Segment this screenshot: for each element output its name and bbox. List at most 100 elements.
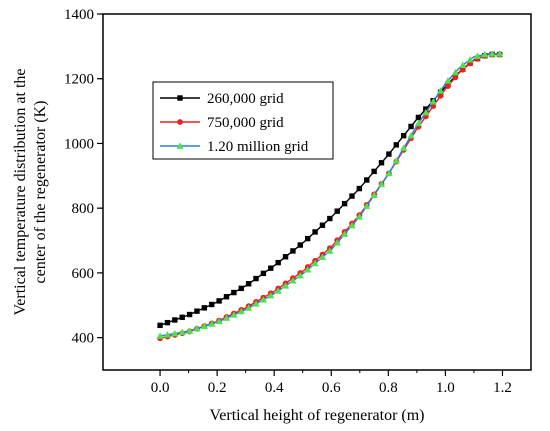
data-point — [348, 221, 356, 229]
data-point — [185, 327, 194, 334]
data-point — [452, 74, 459, 81]
data-point — [429, 97, 437, 105]
data-point — [253, 275, 259, 282]
data-point — [334, 208, 340, 214]
data-point — [422, 108, 430, 116]
data-point — [393, 142, 399, 148]
data-point — [444, 77, 452, 84]
data-point — [356, 185, 363, 192]
y-tick-label: 800 — [72, 201, 95, 217]
data-point — [371, 168, 377, 175]
data-point — [222, 314, 231, 321]
data-point — [377, 180, 386, 188]
y-axis-title-line-1: Vertical temperature distribution at the — [12, 68, 29, 315]
data-point — [378, 160, 385, 166]
legend-item: 1.20 million grid — [160, 139, 309, 155]
data-point — [400, 144, 408, 152]
data-point — [481, 50, 489, 58]
data-point — [200, 322, 208, 330]
data-point — [245, 281, 252, 287]
legend-label: 1.20 million grid — [207, 139, 309, 155]
y-tick-label: 1000 — [64, 136, 94, 152]
data-point — [488, 50, 496, 57]
data-point — [466, 55, 474, 63]
data-point — [238, 285, 244, 292]
data-point — [216, 298, 222, 304]
data-point — [237, 307, 245, 315]
data-point — [333, 239, 341, 246]
data-point — [341, 200, 348, 207]
data-point — [176, 142, 184, 149]
data-point — [164, 319, 171, 326]
data-point — [415, 114, 422, 121]
data-point — [496, 50, 504, 57]
x-tick-label: 1.2 — [493, 380, 512, 396]
data-point — [178, 328, 186, 336]
data-point — [459, 61, 467, 69]
x-tick-label: 0.8 — [379, 380, 398, 396]
data-point — [260, 270, 267, 277]
x-tick-label: 0.6 — [322, 380, 341, 396]
series-layer — [156, 50, 504, 342]
legend-item: 260,000 grid — [160, 91, 284, 107]
data-point — [274, 287, 282, 294]
data-point — [318, 253, 327, 260]
data-point — [341, 230, 349, 237]
series-3 — [156, 50, 504, 339]
data-point — [370, 191, 378, 199]
data-point — [304, 235, 311, 242]
data-point — [296, 271, 304, 279]
data-point — [414, 119, 423, 127]
data-point — [201, 305, 208, 311]
legend-item: 750,000 grid — [160, 115, 284, 131]
data-point — [364, 177, 370, 183]
data-point — [177, 119, 183, 125]
y-tick-label: 1400 — [64, 7, 94, 23]
y-tick-label: 600 — [72, 266, 95, 282]
data-point — [386, 151, 392, 157]
y-tick-label: 1200 — [64, 72, 94, 88]
data-point — [355, 213, 363, 220]
legend: 260,000 grid 750,000 grid 1.20 million gri… — [152, 81, 334, 160]
y-axis-title-line-2: center of the regenerator (K) — [32, 101, 49, 284]
data-point — [186, 311, 193, 318]
data-point — [311, 259, 319, 267]
data-point — [385, 169, 393, 177]
data-point — [459, 66, 466, 73]
data-point — [312, 229, 318, 235]
x-tick-label: 0.2 — [208, 380, 227, 396]
data-point — [209, 301, 215, 308]
data-point — [177, 95, 183, 101]
plot-frame — [102, 13, 532, 371]
data-point — [259, 296, 268, 303]
data-point — [281, 282, 290, 289]
data-point — [436, 87, 445, 94]
data-point — [327, 215, 333, 222]
data-point — [268, 265, 274, 271]
data-point — [179, 314, 185, 321]
data-point — [282, 254, 289, 260]
data-point — [252, 300, 260, 307]
data-point — [304, 266, 312, 273]
data-point — [437, 92, 444, 99]
data-point — [290, 248, 296, 254]
data-point — [319, 222, 326, 228]
data-point — [408, 123, 414, 130]
data-point — [171, 329, 179, 337]
data-point — [326, 247, 334, 254]
legend-label: 750,000 grid — [207, 115, 284, 131]
data-point — [163, 331, 172, 338]
data-point — [445, 83, 451, 89]
x-tick-label: 0.0 — [151, 380, 170, 396]
y-tick-label: 400 — [72, 331, 95, 347]
data-point — [267, 291, 275, 299]
data-point — [349, 193, 355, 199]
data-point — [392, 157, 400, 164]
data-point — [451, 68, 459, 76]
tick-marks — [97, 13, 504, 376]
data-point — [208, 320, 216, 327]
data-point — [407, 131, 415, 139]
data-point — [193, 324, 201, 332]
data-point — [230, 311, 238, 318]
